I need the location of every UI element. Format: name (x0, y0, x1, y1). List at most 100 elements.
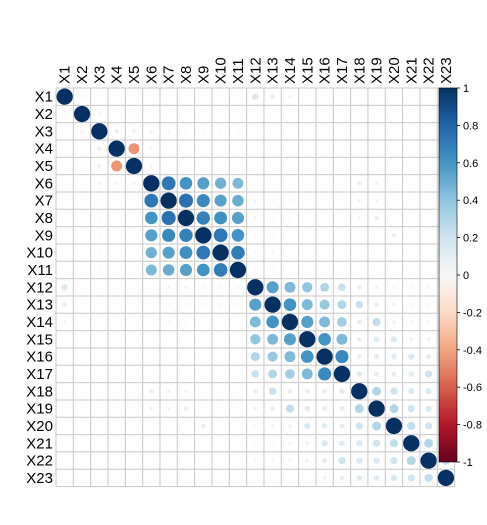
corr-circle-X18-X21 (408, 388, 415, 395)
corr-circle-X12-X20 (392, 286, 396, 289)
corr-circle-X20-X16 (321, 423, 328, 429)
row-label-X6: X6 (35, 175, 53, 192)
corr-circle-X11-X9 (196, 263, 210, 277)
corr-circle-X14-X14 (281, 313, 299, 331)
corr-circle-X22-X12 (254, 459, 257, 462)
corr-circle-X14-X1 (63, 320, 67, 324)
corr-circle-X15-X20 (390, 336, 398, 343)
corr-circle-X6-X18 (356, 181, 362, 186)
corr-circle-X15-X14 (283, 333, 296, 346)
corr-circle-X15-X13 (267, 333, 279, 345)
row-label-X16: X16 (26, 349, 53, 366)
col-label-X8: X8 (178, 66, 195, 84)
corr-circle-X18-X20 (390, 387, 398, 395)
corr-circle-X18-X8 (184, 389, 188, 393)
corr-circle-X17-X20 (391, 371, 397, 377)
corr-circle-X12-X7 (167, 285, 171, 289)
corr-circle-X9-X13 (271, 234, 274, 237)
row-label-X5: X5 (35, 158, 53, 175)
corr-circle-X3-X9 (202, 130, 205, 133)
corr-circle-X12-X11 (236, 286, 240, 289)
grid-layer (55, 87, 456, 488)
corr-circle-X9-X8 (179, 228, 193, 243)
corr-circle-X10-X6 (145, 246, 157, 259)
corr-circle-X8-X3 (98, 216, 101, 220)
row-labels: X1X2X3X4X5X6X7X8X9X10X11X12X13X14X15X16X… (26, 89, 53, 487)
corr-circle-X7-X13 (271, 199, 274, 202)
corr-circle-X5-X3 (97, 164, 102, 168)
corr-circle-X13-X20 (392, 302, 396, 307)
corr-circle-X16-X18 (356, 354, 362, 359)
corr-circle-X17-X18 (356, 371, 363, 377)
corr-circle-X8-X12 (253, 216, 257, 220)
corr-circle-X8-X13 (271, 216, 274, 220)
corr-circle-X20-X22 (424, 422, 433, 430)
corr-circle-X1-X13 (270, 94, 275, 99)
corr-circle-X23-X23 (437, 469, 455, 487)
corr-circle-X12-X22 (427, 286, 430, 289)
corr-circle-X6-X10 (214, 177, 227, 189)
corr-circle-X17-X13 (268, 369, 278, 379)
row-label-X7: X7 (35, 193, 53, 210)
corr-circle-X5-X2 (80, 164, 84, 168)
corr-circle-X4-X6 (149, 147, 153, 151)
corr-circle-X16-X15 (300, 350, 314, 363)
corr-circle-X17-X17 (333, 365, 351, 383)
corr-circle-X16-X14 (284, 351, 296, 363)
corr-circle-X11-X12 (254, 268, 257, 272)
row-label-X21: X21 (26, 435, 53, 452)
colorbar-tick-label: 0.2 (463, 233, 478, 245)
col-label-X1: X1 (57, 66, 74, 84)
corr-circle-X14-X13 (266, 315, 279, 329)
corr-circle-X10-X8 (179, 246, 193, 260)
corr-circle-X12-X18 (356, 284, 362, 290)
corr-circle-X8-X19 (374, 215, 379, 221)
corr-circle-X9-X11 (231, 228, 245, 242)
row-label-X12: X12 (26, 279, 53, 296)
corr-circle-X12-X16 (320, 282, 330, 292)
colorbar-tick-label: 0.4 (463, 195, 478, 207)
corr-circle-X6-X3 (97, 181, 102, 186)
corr-circle-X21-X20 (389, 439, 398, 448)
corr-circle-X14-X15 (301, 315, 314, 328)
corr-circle-X7-X11 (232, 194, 244, 207)
row-label-X17: X17 (26, 366, 53, 383)
corr-circle-X6-X19 (374, 181, 379, 186)
corr-circle-X14-X17 (337, 317, 347, 327)
corr-circle-X13-X14 (283, 298, 297, 311)
col-label-X13: X13 (265, 57, 282, 84)
corr-circle-X6-X5 (132, 181, 136, 185)
col-label-X9: X9 (195, 66, 212, 84)
corr-circle-X11-X6 (145, 264, 157, 276)
colorbar-tick-label: 0.8 (463, 120, 478, 132)
corr-circle-X1-X12 (252, 93, 259, 100)
corr-circle-X5-X6 (149, 164, 153, 168)
corr-circle-X18-X19 (372, 386, 382, 396)
corr-circle-X4-X5 (128, 143, 140, 155)
corr-circle-X14-X19 (372, 317, 381, 327)
corr-circle-X15-X18 (356, 336, 362, 342)
corr-circle-X18-X17 (339, 388, 345, 395)
corr-circle-X23-X19 (373, 475, 380, 481)
row-label-X1: X1 (35, 89, 53, 106)
corr-circle-X19-X6 (149, 406, 154, 411)
corr-circle-X16-X17 (335, 350, 349, 364)
corr-circle-X18-X22 (425, 388, 432, 395)
corr-circle-X13-X22 (427, 303, 430, 306)
corr-circle-X8-X7 (161, 210, 176, 226)
corr-circle-X13-X1 (62, 302, 67, 307)
corr-circle-X23-X22 (424, 473, 433, 482)
corr-circle-X15-X22 (426, 337, 431, 342)
corr-circle-X22-X22 (420, 452, 437, 469)
corr-circle-X9-X3 (98, 234, 101, 237)
corr-circle-X17-X22 (424, 370, 433, 378)
corr-circle-X16-X16 (316, 348, 333, 365)
corr-circle-X1-X2 (80, 95, 84, 98)
corr-circle-X3-X2 (80, 129, 84, 133)
corr-circle-X13-X9 (202, 303, 205, 306)
corr-circle-X15-X17 (336, 333, 348, 345)
row-label-X15: X15 (26, 331, 53, 348)
corr-circle-X6-X6 (143, 175, 160, 192)
corr-circle-X19-X22 (425, 405, 432, 412)
row-label-X18: X18 (26, 383, 53, 400)
